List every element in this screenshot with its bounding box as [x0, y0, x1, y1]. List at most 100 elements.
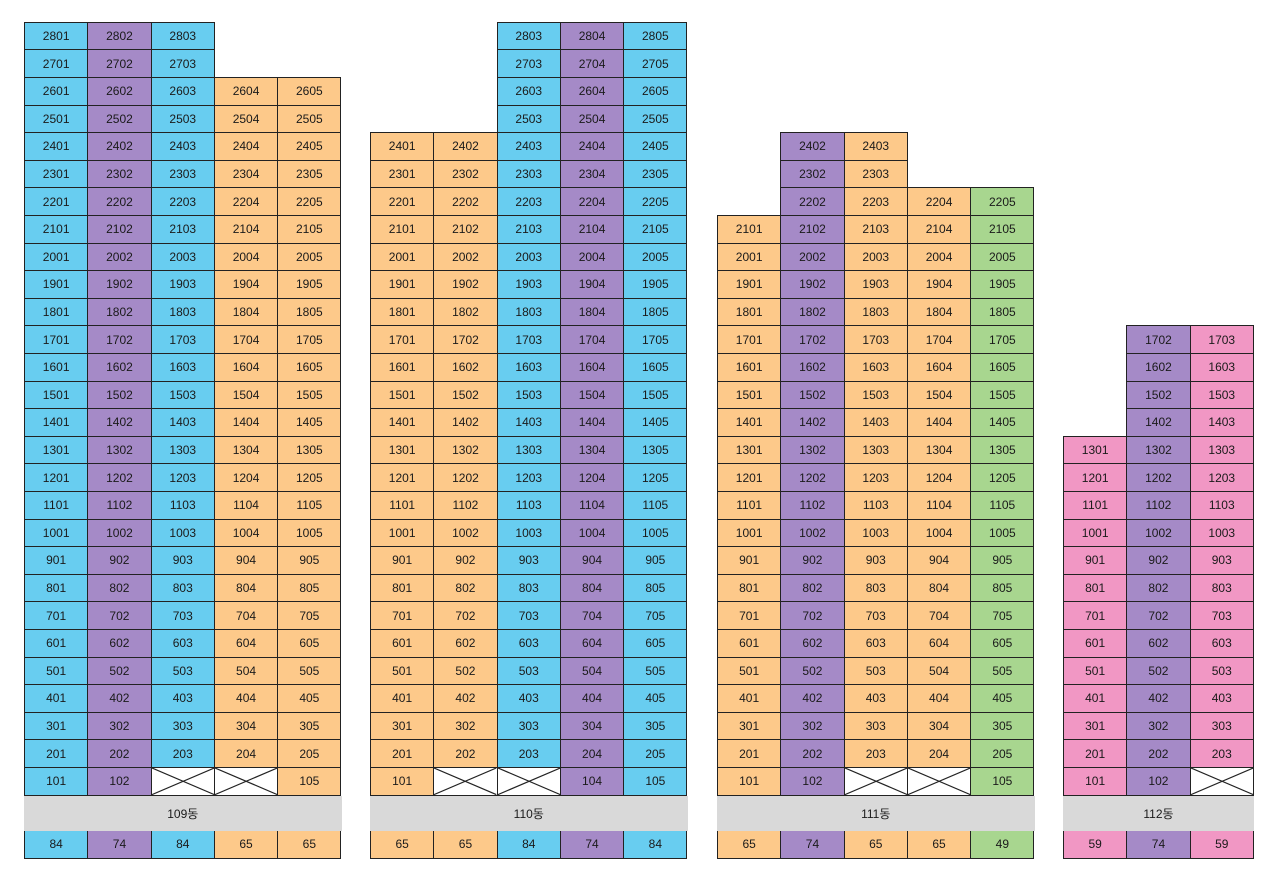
unit-cell: 101 — [1063, 767, 1128, 796]
unit-cell: 2402 — [87, 132, 152, 161]
unit-cell: 2105 — [277, 215, 342, 244]
unit-cell: 1205 — [623, 463, 688, 492]
unit-cell: 1302 — [1126, 435, 1191, 465]
unit-cell: 701 — [717, 601, 782, 630]
unit-cell: 1604 — [559, 353, 625, 382]
unit-cell: 2403 — [843, 132, 908, 161]
empty-unit — [150, 767, 215, 796]
unit-cell: 2203 — [496, 187, 561, 216]
unit-cell: 302 — [1126, 711, 1191, 741]
unit-cell: 1604 — [906, 353, 972, 382]
unit-cell: 2305 — [623, 159, 688, 189]
unit-cell: 2104 — [213, 215, 279, 244]
unit-cell: 1105 — [623, 491, 688, 520]
unit-cell: 1103 — [150, 491, 215, 520]
unit-cell: 603 — [150, 629, 215, 658]
unit-cell: 2404 — [559, 132, 625, 161]
unit-cell: 2002 — [780, 242, 845, 272]
unit-type-cell: 65 — [277, 830, 342, 859]
unit-cell: 2005 — [623, 242, 688, 272]
empty-unit — [1189, 767, 1254, 796]
unit-cell: 902 — [87, 546, 152, 575]
unit-cell: 201 — [1063, 739, 1128, 768]
unit-cell: 901 — [1063, 546, 1128, 575]
unit-cell: 1502 — [780, 380, 845, 410]
unit-cell: 1202 — [433, 463, 498, 492]
unit-cell: 401 — [1063, 684, 1128, 713]
unit-cell: 1403 — [496, 408, 561, 437]
unit-cell: 2603 — [496, 77, 561, 106]
unit-cell: 1201 — [370, 463, 435, 492]
unit-cell: 2204 — [906, 187, 972, 216]
unit-cell: 101 — [717, 767, 782, 796]
unit-cell: 2103 — [496, 215, 561, 244]
unit-cell: 1704 — [906, 325, 972, 354]
unit-cell: 201 — [24, 739, 89, 768]
unit-type-cell: 74 — [559, 830, 625, 859]
unit-cell: 2703 — [150, 49, 215, 78]
unit-cell: 1404 — [906, 408, 972, 437]
unit-cell: 902 — [1126, 546, 1191, 575]
unit-cell: 1305 — [277, 435, 342, 465]
unit-cell: 1902 — [780, 270, 845, 299]
unit-cell: 1201 — [717, 463, 782, 492]
unit-type-cell: 59 — [1189, 830, 1254, 859]
unit-cell: 701 — [370, 601, 435, 630]
unit-cell: 901 — [717, 546, 782, 575]
unit-cell: 1204 — [559, 463, 625, 492]
unit-cell: 1603 — [150, 353, 215, 382]
unit-cell: 1003 — [496, 518, 561, 548]
unit-cell: 2505 — [623, 104, 688, 134]
unit-cell: 1301 — [370, 435, 435, 465]
unit-cell: 2501 — [24, 104, 89, 134]
unit-cell: 704 — [213, 601, 279, 630]
unit-cell: 2103 — [150, 215, 215, 244]
unit-cell: 703 — [150, 601, 215, 630]
unit-cell: 1603 — [843, 353, 908, 382]
unit-cell: 2601 — [24, 77, 89, 106]
unit-cell: 1303 — [496, 435, 561, 465]
unit-cell: 1505 — [277, 380, 342, 410]
unit-cell: 1803 — [496, 297, 561, 327]
unit-cell: 601 — [1063, 629, 1128, 658]
unit-cell: 1702 — [433, 325, 498, 354]
unit-cell: 1002 — [780, 518, 845, 548]
unit-type-cell: 65 — [213, 830, 279, 859]
unit-cell: 404 — [213, 684, 279, 713]
unit-cell: 703 — [496, 601, 561, 630]
empty-unit — [213, 767, 279, 796]
unit-cell: 305 — [623, 711, 688, 741]
unit-cell: 1701 — [717, 325, 782, 354]
unit-cell: 1703 — [150, 325, 215, 354]
unit-cell: 1403 — [1189, 408, 1254, 437]
unit-cell: 405 — [970, 684, 1035, 713]
unit-type-cell: 84 — [623, 830, 688, 859]
unit-cell: 203 — [843, 739, 908, 768]
unit-cell: 1801 — [717, 297, 782, 327]
unit-cell: 505 — [277, 656, 342, 686]
unit-cell: 301 — [24, 711, 89, 741]
unit-cell: 405 — [277, 684, 342, 713]
unit-cell: 603 — [843, 629, 908, 658]
unit-cell: 2504 — [213, 104, 279, 134]
unit-cell: 1302 — [780, 435, 845, 465]
unit-cell: 2102 — [433, 215, 498, 244]
unit-cell: 303 — [843, 711, 908, 741]
unit-cell: 803 — [150, 573, 215, 603]
unit-cell: 1104 — [213, 491, 279, 520]
unit-cell: 1004 — [559, 518, 625, 548]
unit-cell: 2001 — [24, 242, 89, 272]
unit-cell: 305 — [970, 711, 1035, 741]
unit-cell: 304 — [906, 711, 972, 741]
unit-cell: 1703 — [496, 325, 561, 354]
unit-cell: 1301 — [717, 435, 782, 465]
unit-cell: 1905 — [277, 270, 342, 299]
unit-cell: 1005 — [623, 518, 688, 548]
unit-cell: 1903 — [496, 270, 561, 299]
unit-cell: 2403 — [496, 132, 561, 161]
unit-cell: 1602 — [780, 353, 845, 382]
unit-cell: 2503 — [496, 104, 561, 134]
unit-cell: 101 — [24, 767, 89, 796]
unit-cell: 1901 — [370, 270, 435, 299]
unit-cell: 803 — [496, 573, 561, 603]
